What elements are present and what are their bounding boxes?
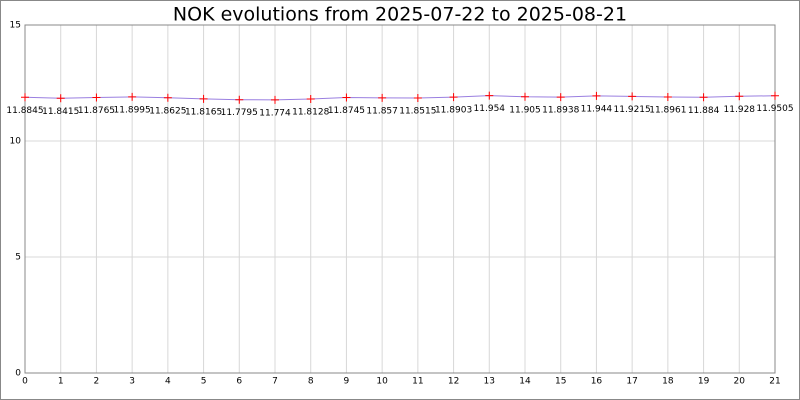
marker	[128, 92, 137, 101]
data-label: 11.8165	[185, 107, 222, 117]
marker	[699, 93, 708, 102]
x-tick-label: 18	[662, 377, 674, 387]
data-label: 11.8415	[42, 107, 79, 117]
data-label: 11.8995	[114, 105, 151, 115]
marker	[449, 93, 458, 102]
data-label: 11.8903	[435, 106, 472, 116]
marker	[521, 92, 529, 101]
marker	[235, 95, 244, 104]
data-label: 11.9505	[756, 104, 793, 114]
marker	[56, 94, 65, 103]
y-tick-label: 15	[10, 21, 21, 31]
x-tick-label: 3	[129, 377, 135, 387]
x-tick-label: 8	[308, 377, 314, 387]
x-tick-label: 15	[555, 377, 566, 387]
x-tick-label: 0	[22, 377, 28, 387]
plot-border	[24, 24, 776, 374]
data-label: 11.905	[509, 105, 541, 115]
x-tick-label: 4	[165, 377, 171, 387]
marker	[271, 95, 279, 104]
marker	[378, 93, 387, 102]
marker	[485, 91, 494, 100]
data-label: 11.9215	[614, 105, 651, 115]
line	[24, 95, 776, 101]
data-label: 11.8515	[399, 107, 436, 117]
x-tick-label: 20	[734, 377, 746, 387]
y-tick-label: 5	[15, 253, 21, 263]
marker	[92, 93, 101, 102]
data-label: 11.884	[688, 106, 720, 116]
x-tick-label: 13	[484, 377, 495, 387]
chart-title: NOK evolutions from 2025-07-22 to 2025-0…	[173, 4, 627, 26]
data-label: 11.8625	[149, 106, 186, 116]
x-tick-label: 6	[236, 377, 242, 387]
x-tick-label: 9	[344, 377, 350, 387]
data-label: 11.928	[724, 105, 756, 115]
marker	[413, 94, 422, 103]
x-tick-label: 17	[626, 377, 637, 387]
x-tick-label: 12	[448, 377, 459, 387]
x-tick-label: 21	[769, 377, 780, 387]
marker	[628, 92, 637, 101]
x-tick-label: 14	[519, 377, 531, 387]
data-label: 11.857	[366, 106, 398, 116]
data-label: 11.8845	[6, 106, 43, 116]
data-label: 11.8961	[649, 106, 686, 116]
marker	[306, 94, 315, 103]
data-label: 11.8938	[542, 106, 579, 116]
marker	[21, 93, 29, 102]
y-tick-label: 10	[10, 137, 22, 147]
data-label: 11.8765	[78, 106, 115, 116]
x-tick-label: 19	[698, 377, 710, 387]
marker	[342, 93, 351, 102]
y-tick-label: 0	[15, 369, 21, 379]
x-tick-label: 11	[412, 377, 423, 387]
x-tick-label: 10	[376, 377, 388, 387]
marker	[735, 92, 744, 101]
data-label: 11.8745	[328, 106, 365, 116]
marker	[163, 93, 172, 102]
marker	[663, 93, 672, 102]
x-tick-label: 16	[591, 377, 603, 387]
marker	[556, 93, 565, 102]
marker	[771, 91, 779, 100]
x-tick-label: 5	[201, 377, 207, 387]
marker	[199, 94, 208, 103]
x-tick-label: 7	[272, 377, 278, 387]
x-tick-label: 1	[58, 377, 64, 387]
data-label: 11.774	[259, 108, 291, 118]
marker	[592, 91, 601, 100]
x-tick-label: 2	[94, 377, 100, 387]
data-label: 11.944	[581, 104, 613, 114]
data-label: 11.7795	[221, 108, 258, 118]
data-label: 11.8128	[292, 107, 329, 117]
data-label: 11.954	[474, 104, 506, 114]
